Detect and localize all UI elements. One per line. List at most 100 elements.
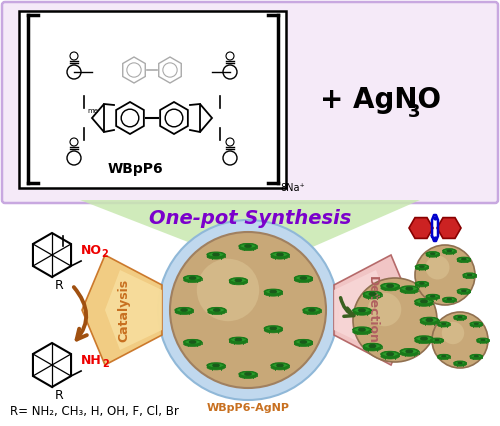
Ellipse shape [239, 245, 257, 250]
Ellipse shape [264, 328, 282, 333]
Ellipse shape [416, 266, 428, 270]
Ellipse shape [438, 323, 450, 327]
Ellipse shape [430, 295, 436, 298]
Polygon shape [437, 218, 461, 239]
Ellipse shape [264, 326, 282, 331]
Ellipse shape [474, 355, 479, 358]
Ellipse shape [416, 265, 428, 268]
Ellipse shape [438, 322, 450, 325]
Ellipse shape [463, 273, 476, 277]
Ellipse shape [239, 244, 257, 248]
Ellipse shape [442, 297, 456, 301]
Ellipse shape [207, 363, 225, 368]
Ellipse shape [463, 275, 476, 279]
Ellipse shape [426, 318, 434, 322]
Ellipse shape [294, 277, 312, 282]
Polygon shape [80, 200, 420, 270]
Ellipse shape [303, 308, 321, 313]
Ellipse shape [294, 340, 312, 345]
Text: WBpP6: WBpP6 [108, 162, 164, 176]
Ellipse shape [426, 294, 440, 298]
Ellipse shape [271, 363, 289, 368]
Ellipse shape [477, 340, 489, 343]
Text: One-pot Synthesis: One-pot Synthesis [149, 208, 351, 227]
Ellipse shape [400, 348, 418, 354]
Text: 2: 2 [102, 359, 109, 369]
Ellipse shape [381, 351, 400, 357]
Ellipse shape [189, 340, 196, 344]
Ellipse shape [352, 310, 371, 315]
Ellipse shape [230, 337, 248, 342]
Circle shape [353, 278, 437, 362]
Ellipse shape [414, 336, 433, 341]
Ellipse shape [276, 363, 284, 368]
Ellipse shape [234, 337, 242, 342]
Circle shape [158, 220, 338, 400]
FancyBboxPatch shape [2, 2, 498, 203]
Ellipse shape [212, 363, 220, 368]
Circle shape [442, 322, 464, 344]
Text: R= NH₂, CH₃, H, OH, F, Cl, Br: R= NH₂, CH₃, H, OH, F, Cl, Br [10, 405, 179, 418]
Ellipse shape [454, 315, 466, 319]
Ellipse shape [406, 286, 413, 291]
Ellipse shape [244, 372, 252, 376]
Text: Detection: Detection [366, 276, 378, 344]
Ellipse shape [457, 259, 470, 263]
Ellipse shape [368, 344, 376, 348]
Text: 3: 3 [408, 103, 420, 121]
Ellipse shape [264, 289, 282, 294]
Ellipse shape [381, 285, 400, 291]
Ellipse shape [430, 252, 436, 255]
Ellipse shape [184, 276, 202, 280]
Ellipse shape [454, 317, 466, 320]
Ellipse shape [420, 299, 428, 304]
Ellipse shape [230, 278, 248, 283]
Ellipse shape [400, 288, 418, 294]
Ellipse shape [213, 308, 220, 312]
Ellipse shape [381, 283, 400, 289]
Text: NH: NH [81, 354, 102, 367]
Text: R: R [54, 279, 64, 292]
Ellipse shape [457, 291, 470, 294]
Ellipse shape [438, 354, 450, 358]
Ellipse shape [457, 257, 470, 261]
Ellipse shape [294, 342, 312, 346]
Ellipse shape [208, 308, 226, 313]
Ellipse shape [207, 252, 225, 257]
Ellipse shape [175, 310, 193, 314]
Ellipse shape [400, 351, 418, 356]
Ellipse shape [446, 298, 452, 301]
Ellipse shape [208, 310, 226, 314]
Ellipse shape [461, 258, 466, 261]
Ellipse shape [426, 296, 440, 300]
Ellipse shape [414, 338, 433, 343]
Ellipse shape [470, 356, 482, 360]
Circle shape [170, 232, 326, 388]
Ellipse shape [363, 343, 382, 349]
Ellipse shape [184, 277, 202, 282]
Ellipse shape [234, 278, 242, 282]
Ellipse shape [271, 254, 289, 259]
Ellipse shape [470, 323, 482, 327]
Ellipse shape [300, 340, 307, 344]
Polygon shape [82, 255, 162, 365]
Ellipse shape [175, 308, 193, 313]
Ellipse shape [368, 292, 376, 296]
Ellipse shape [352, 327, 371, 332]
Polygon shape [105, 270, 162, 350]
Polygon shape [334, 255, 414, 365]
Ellipse shape [474, 322, 479, 325]
Text: Catalysis: Catalysis [118, 279, 130, 342]
Ellipse shape [431, 338, 443, 342]
Text: + AgNO: + AgNO [320, 86, 441, 114]
Ellipse shape [431, 340, 443, 343]
Ellipse shape [270, 290, 277, 294]
Ellipse shape [467, 273, 472, 276]
Ellipse shape [419, 265, 424, 268]
Ellipse shape [270, 326, 277, 331]
Ellipse shape [386, 352, 394, 357]
Ellipse shape [300, 276, 307, 280]
Ellipse shape [416, 283, 428, 287]
FancyBboxPatch shape [19, 11, 286, 188]
Polygon shape [409, 218, 433, 239]
